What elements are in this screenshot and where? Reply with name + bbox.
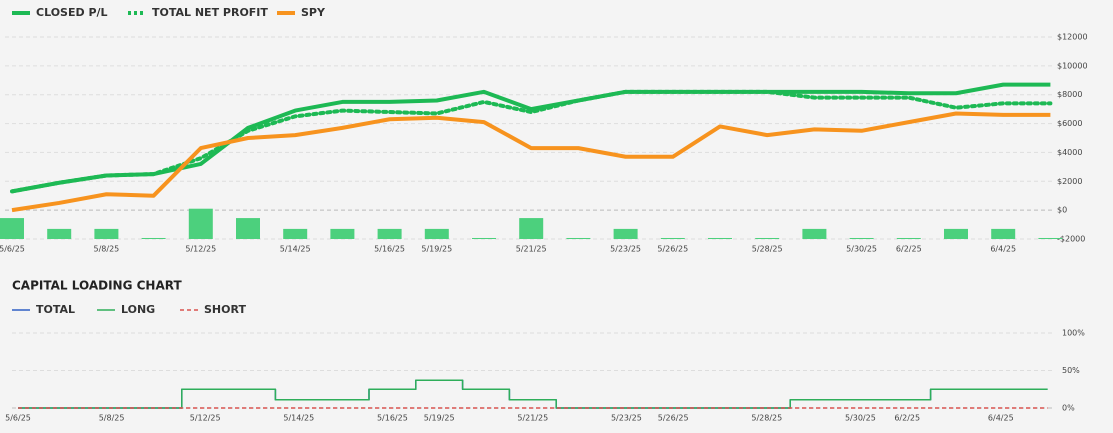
x-tick-label: 5/26/25 <box>658 414 689 423</box>
x-tick-label: 5/6/25 <box>0 245 25 254</box>
y-tick-label: $6000 <box>1057 119 1082 128</box>
x-tick-label: 5/8/25 <box>99 414 125 423</box>
legend-label: SHORT <box>204 303 246 316</box>
x-tick-label: 5/28/25 <box>752 245 783 254</box>
x-tick-label: 5/14/25 <box>283 414 314 423</box>
bar <box>708 237 732 239</box>
x-tick-label: 6/2/25 <box>894 414 920 423</box>
x-tick-label: 5/21/25 <box>516 245 547 254</box>
legend-label: CLOSED P/L <box>36 6 108 19</box>
y-tick-label: $12000 <box>1057 33 1088 42</box>
bar <box>377 228 402 239</box>
x-tick-label: 5/30/25 <box>845 414 876 423</box>
x-tick-label: 6/4/25 <box>990 245 1016 254</box>
x-tick-label: 5/12/25 <box>190 414 221 423</box>
bar <box>330 228 355 239</box>
bar <box>802 228 827 239</box>
bar <box>94 228 119 239</box>
x-tick-label: 5/30/25 <box>846 245 877 254</box>
x-tick-label: 5/6/25 <box>5 414 31 423</box>
bar <box>0 218 24 239</box>
bar <box>613 228 638 239</box>
bar <box>991 228 1016 239</box>
legend-label: SPY <box>301 6 326 19</box>
x-tick-label: 5/19/25 <box>424 414 455 423</box>
y-tick-label: $10000 <box>1057 61 1088 70</box>
y-tick-label: 50% <box>1062 366 1080 375</box>
series-line <box>10 89 1053 194</box>
bar <box>896 237 921 239</box>
bar <box>424 228 449 239</box>
y-tick-label: $4000 <box>1057 148 1082 157</box>
x-tick-label: 5/26/25 <box>657 245 688 254</box>
x-tick-label: 5/16/25 <box>374 245 405 254</box>
bar <box>141 237 166 239</box>
x-tick-label: 5/21/25 <box>517 414 548 423</box>
bar <box>519 218 544 239</box>
legend-label: TOTAL NET PROFIT <box>152 6 268 19</box>
y-tick-label: 0% <box>1062 404 1075 413</box>
y-tick-label: 100% <box>1062 329 1085 338</box>
x-tick-label: 5/8/25 <box>94 245 120 254</box>
legend-label: LONG <box>121 303 155 316</box>
bar <box>472 237 496 239</box>
y-tick-label: $8000 <box>1057 90 1082 99</box>
bar <box>755 237 780 239</box>
y-tick-label: $2000 <box>1057 177 1082 186</box>
x-tick-label: 6/2/25 <box>896 245 922 254</box>
y-tick-label: -$2000 <box>1057 235 1085 244</box>
x-tick-label: 5/19/25 <box>421 245 452 254</box>
x-tick-label: 5/12/25 <box>185 245 216 254</box>
x-tick-label: 5/14/25 <box>280 245 311 254</box>
series-line <box>11 111 1051 213</box>
bar <box>566 237 591 239</box>
legend-label: TOTAL <box>36 303 75 316</box>
chart-title: CAPITAL LOADING CHART <box>12 279 182 293</box>
y-tick-label: $0 <box>1057 206 1067 215</box>
bar <box>283 228 308 239</box>
x-tick-label: 5/28/25 <box>751 414 782 423</box>
bar <box>1038 237 1063 239</box>
bar <box>944 228 968 239</box>
x-tick-label: 5/23/25 <box>610 245 641 254</box>
bar <box>236 218 260 239</box>
step-line <box>18 379 1048 409</box>
bar <box>188 208 213 239</box>
x-tick-label: 6/4/25 <box>988 414 1014 423</box>
series-line <box>11 82 1051 194</box>
x-tick-label: 5/16/25 <box>377 414 408 423</box>
x-tick-label: 5/23/25 <box>611 414 642 423</box>
bar <box>660 237 685 239</box>
bar <box>849 237 874 239</box>
bar <box>47 228 72 239</box>
step-line <box>18 379 1048 409</box>
